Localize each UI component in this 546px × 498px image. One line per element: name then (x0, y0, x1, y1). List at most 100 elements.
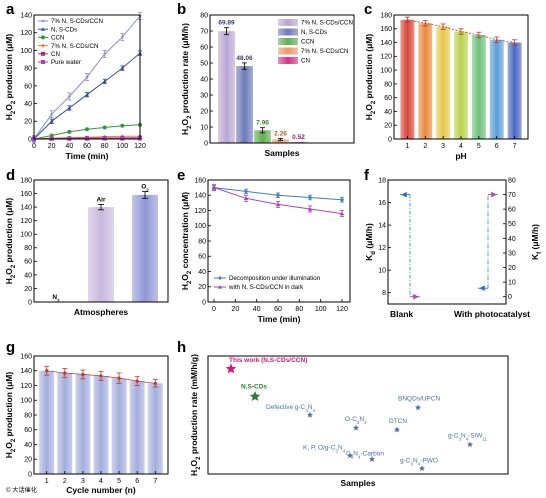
data-point (352, 424, 360, 431)
x-axis-title: pH (455, 151, 466, 161)
y-tick-label: 40 (24, 442, 32, 449)
data-point (275, 202, 281, 207)
x-tick-label: 6 (495, 143, 499, 150)
data-point (414, 404, 422, 411)
data-point (225, 363, 237, 374)
y-tick-label: 100 (194, 223, 206, 230)
y-tick-label: 40 (200, 76, 208, 83)
y-tick-label: 20 (508, 265, 516, 272)
legend-entry: Decomposition under illumination (229, 275, 321, 282)
bar (454, 31, 468, 139)
y-tick-label: 60 (200, 44, 208, 51)
legend-swatch (278, 28, 298, 36)
data-point (275, 193, 281, 198)
legend-marker (218, 285, 222, 289)
bar (93, 375, 109, 474)
y-tick-label: 20 (198, 284, 206, 291)
panel-letter: b (177, 1, 186, 18)
x-tick-label: 100 (315, 306, 327, 313)
y-tick-label: 100 (20, 48, 32, 55)
y-tick-label: 0 (28, 136, 32, 143)
data-label: 7.96 (256, 120, 269, 127)
y-tick-label: 60 (198, 254, 206, 261)
panel-letter: d (6, 167, 15, 184)
y-tick-label: 180 (380, 12, 392, 19)
data-label: Defective g-C3N4 (266, 404, 316, 413)
data-point (211, 185, 217, 190)
data-label: BNQDs/UPCN (398, 396, 441, 403)
bar (129, 381, 145, 474)
y-tick-label: 60 (24, 259, 32, 266)
legend-entry: CCN (51, 35, 64, 42)
data-point (49, 133, 54, 138)
y-tick-label: 180 (20, 177, 32, 184)
legend-marker (41, 19, 45, 23)
y-tick-label: 120 (20, 218, 32, 225)
data-label: g-C3N4-SiW11 (448, 433, 488, 442)
y-axis-title: H2O2 production (μM) (4, 198, 17, 285)
y-tick-label: 8 (382, 290, 386, 297)
y-tick-label: 80 (384, 81, 392, 88)
legend-marker (41, 43, 45, 48)
bar (75, 374, 91, 474)
data-point (85, 127, 89, 132)
legend-marker (218, 276, 222, 280)
y-tick-label: 120 (20, 383, 32, 390)
kd-point (401, 191, 407, 198)
bar-category-label: N2 (52, 294, 60, 303)
x-tick-label: 20 (48, 143, 56, 150)
y-tick-label: 60 (24, 427, 32, 434)
plot-frame (387, 179, 507, 305)
plot-frame (33, 179, 169, 303)
data-point (368, 456, 376, 462)
data-point (393, 426, 401, 433)
data-point (85, 92, 89, 97)
data-label: 69.89 (218, 20, 235, 27)
plot-frame (393, 14, 529, 140)
data-point (249, 391, 261, 402)
y-tick-label: 20 (200, 108, 208, 115)
x-tick-label: 20 (231, 306, 239, 313)
y-axis-title: H2O2 production rate (mM/h/g) (189, 354, 202, 476)
y-tick-label: 20 (384, 123, 392, 130)
y-tick-label: 80 (198, 238, 206, 245)
y-tick-label: 10 (378, 268, 386, 275)
y-tick-label: 160 (20, 353, 32, 360)
y-tick-label: 40 (384, 109, 392, 116)
plot-frame (207, 355, 509, 475)
y-tick-label: 50 (508, 221, 516, 228)
y-tick-label: 140 (20, 12, 32, 19)
y-tick-label: 0 (28, 299, 32, 306)
data-point (49, 112, 54, 116)
x-tick-label: 60 (274, 306, 282, 313)
y-tick-label: 0 (388, 136, 392, 143)
kf-point (491, 191, 497, 198)
y-axis-title: H2O2 production rate (μM/h) (180, 23, 193, 135)
y-tick-label: 16 (378, 200, 386, 207)
x-category-label: Blank (390, 309, 413, 319)
panel-d: d 0 20 40 60 80 100 120 140 160 180 N2 Air O2 Atmosphe… (4, 167, 169, 317)
panel-letter: f (364, 167, 370, 184)
y-tick-label: 140 (20, 368, 32, 375)
y-tick-label: 60 (384, 95, 392, 102)
x-tick-label: 5 (477, 143, 481, 150)
trend-line (46, 370, 156, 384)
x-axis-title: Atmospheres (74, 307, 129, 317)
data-point (120, 123, 125, 128)
bar (111, 378, 127, 474)
x-tick-label: 3 (81, 478, 85, 485)
legend-swatch (278, 38, 298, 45)
bar (489, 39, 504, 139)
data-label: 2.26 (274, 130, 287, 137)
bar (88, 207, 114, 302)
data-point (418, 465, 426, 472)
x-tick-label: 7 (153, 478, 157, 485)
plot-frame (33, 14, 141, 140)
y-tick-label: 70 (200, 28, 208, 35)
y-tick-label: 70 (508, 192, 516, 199)
legend-entry: 7% N, S-CDs/CN (301, 48, 348, 55)
y-axis-title: H2O2 production (μM) (364, 34, 377, 121)
x-tick-label: 2 (423, 143, 427, 150)
y-tick-label: 120 (380, 54, 392, 61)
bar-top-point (45, 369, 49, 373)
